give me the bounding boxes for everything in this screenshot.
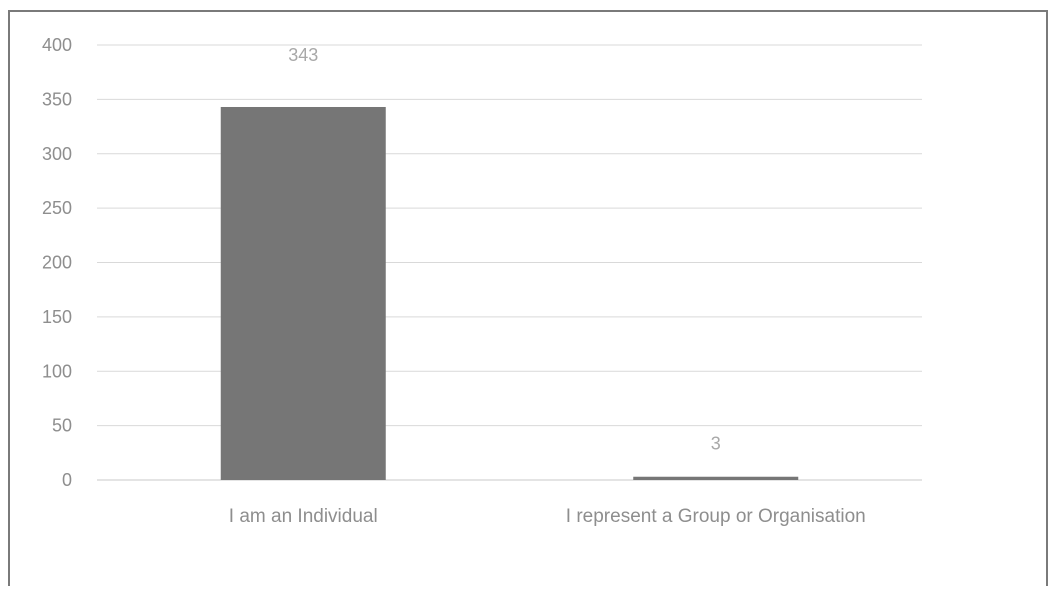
y-tick-label: 400: [42, 35, 72, 55]
bar: [633, 476, 799, 480]
chart-frame: [8, 10, 1048, 586]
y-tick-label: 150: [42, 307, 72, 327]
data-label: 3: [711, 434, 721, 454]
y-tick-label: 0: [62, 470, 72, 490]
y-tick-label: 50: [52, 416, 72, 436]
y-tick-label: 350: [42, 89, 72, 109]
x-category-label: I represent a Group or Organisation: [566, 506, 866, 527]
y-tick-label: 300: [42, 144, 72, 164]
data-label: 343: [288, 45, 318, 65]
y-tick-label: 250: [42, 198, 72, 218]
x-category-label: I am an Individual: [229, 506, 378, 527]
bar: [220, 106, 386, 481]
y-tick-label: 200: [42, 253, 72, 273]
y-tick-label: 100: [42, 361, 72, 381]
